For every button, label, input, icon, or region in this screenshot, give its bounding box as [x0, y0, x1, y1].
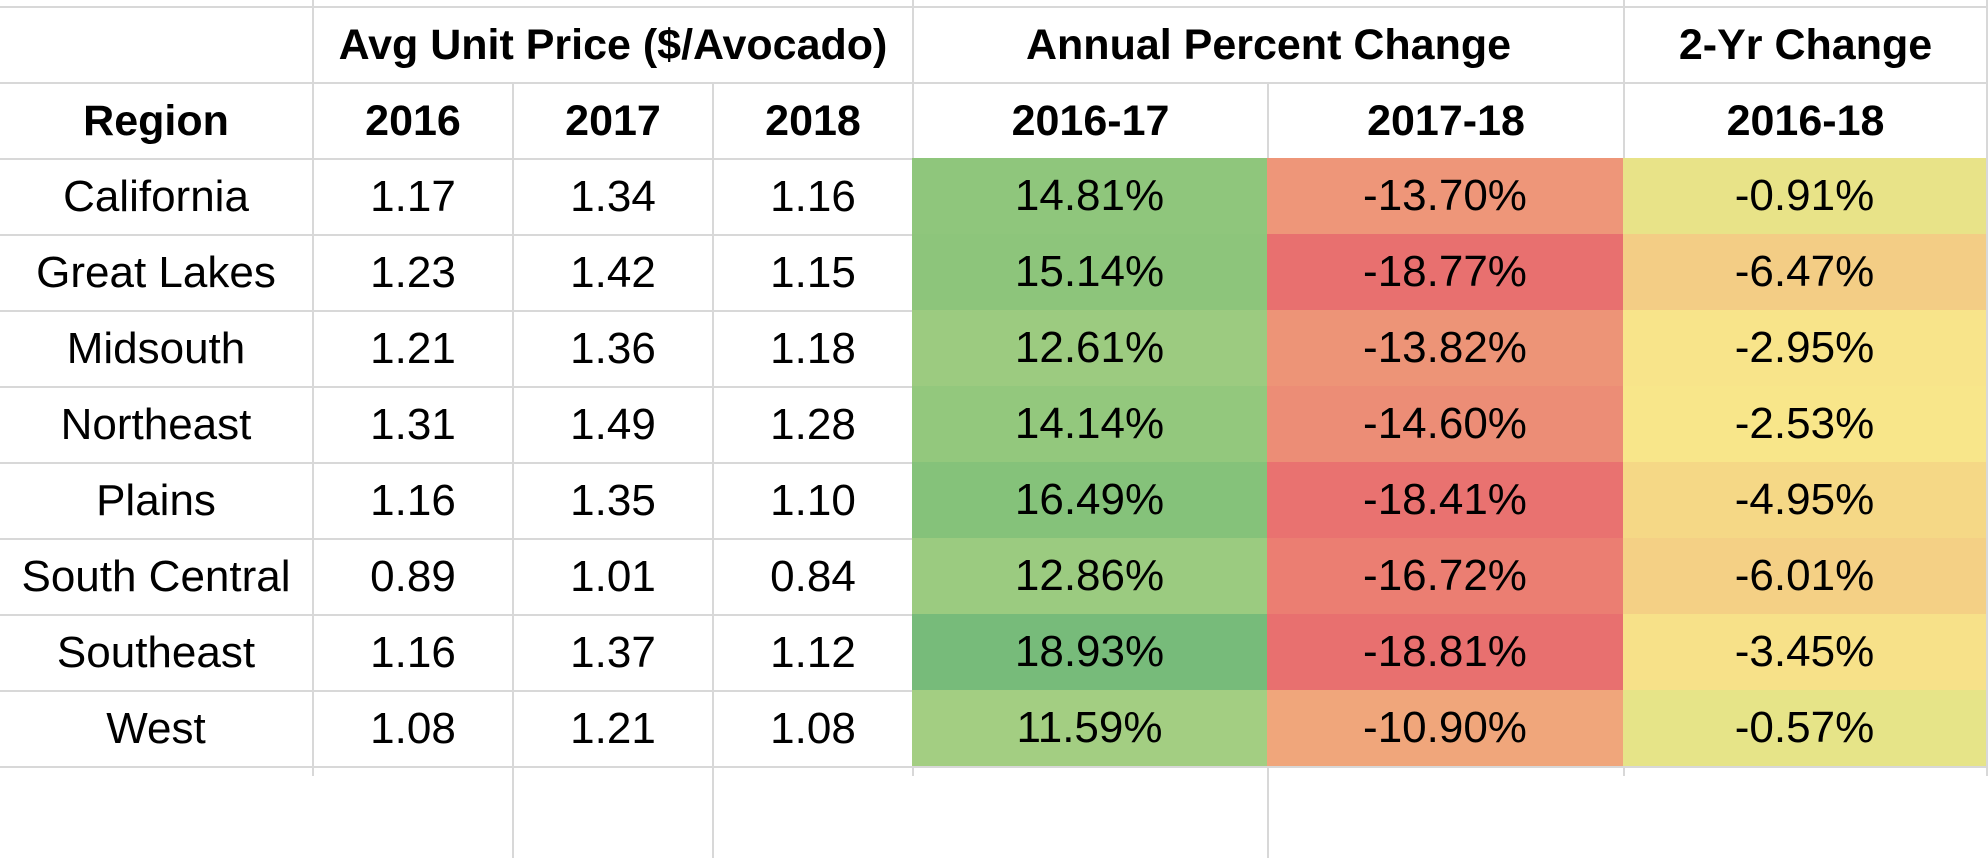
cell-price-2018[interactable]: 1.15	[770, 248, 856, 297]
cell-price-2016[interactable]: 1.23	[370, 248, 456, 297]
cell-change-2016-18[interactable]: -0.91%	[1623, 158, 1986, 234]
cell-price-2017[interactable]: 1.21	[570, 704, 656, 753]
cell-price-2017[interactable]: 1.37	[570, 628, 656, 677]
cell-change-2016-18[interactable]: -6.01%	[1623, 538, 1986, 614]
header-2018[interactable]: 2018	[765, 96, 861, 145]
cell-change-2016-18[interactable]: -6.47%	[1623, 234, 1986, 310]
grid-line	[0, 6, 1988, 8]
cell-change-2016-17[interactable]: 11.59%	[912, 690, 1267, 766]
cell-region[interactable]: Northeast	[60, 400, 252, 449]
grid-line	[1986, 0, 1988, 776]
cell-change-2017-18[interactable]: -13.82%	[1267, 310, 1623, 386]
cell-price-2016[interactable]: 1.17	[370, 172, 456, 221]
cell-region[interactable]: West	[106, 704, 206, 753]
cell-price-2018[interactable]: 1.18	[770, 324, 856, 373]
header-two-year-change[interactable]: 2-Yr Change	[1678, 20, 1933, 69]
cell-price-2018[interactable]: 1.10	[770, 476, 856, 525]
cell-price-2018[interactable]: 1.28	[770, 400, 856, 449]
cell-price-2016[interactable]: 1.21	[370, 324, 456, 373]
cell-price-2017[interactable]: 1.42	[570, 248, 656, 297]
cell-change-2016-18[interactable]: -4.95%	[1623, 462, 1986, 538]
cell-change-2016-17[interactable]: 14.14%	[912, 386, 1267, 462]
cell-price-2017[interactable]: 1.35	[570, 476, 656, 525]
cell-price-2018[interactable]: 1.16	[770, 172, 856, 221]
cell-region[interactable]: Plains	[96, 476, 216, 525]
cell-change-2016-17[interactable]: 14.81%	[912, 158, 1267, 234]
cell-change-2016-18[interactable]: -3.45%	[1623, 614, 1986, 690]
grid-line	[312, 0, 314, 776]
cell-change-2017-18[interactable]: -13.70%	[1267, 158, 1623, 234]
cell-price-2018[interactable]: 0.84	[770, 552, 856, 601]
cell-price-2016[interactable]: 1.08	[370, 704, 456, 753]
cell-price-2016[interactable]: 1.31	[370, 400, 456, 449]
header-avg-unit-price[interactable]: Avg Unit Price ($/Avocado)	[338, 20, 888, 69]
header-2017[interactable]: 2017	[565, 96, 661, 145]
cell-price-2016[interactable]: 0.89	[370, 552, 456, 601]
cell-change-2016-17[interactable]: 12.86%	[912, 538, 1267, 614]
header-2016[interactable]: 2016	[365, 96, 461, 145]
grid-line	[0, 766, 1988, 768]
header-region[interactable]: Region	[83, 96, 229, 145]
cell-region[interactable]: Midsouth	[66, 324, 246, 373]
cell-change-2016-18[interactable]: -2.53%	[1623, 386, 1986, 462]
cell-region[interactable]: Great Lakes	[36, 248, 276, 297]
cell-price-2017[interactable]: 1.34	[570, 172, 656, 221]
cell-price-2017[interactable]: 1.36	[570, 324, 656, 373]
cell-change-2017-18[interactable]: -16.72%	[1267, 538, 1623, 614]
cell-price-2016[interactable]: 1.16	[370, 476, 456, 525]
grid-line	[512, 82, 514, 858]
cell-change-2016-17[interactable]: 16.49%	[912, 462, 1267, 538]
cell-change-2017-18[interactable]: -18.81%	[1267, 614, 1623, 690]
cell-change-2016-18[interactable]: -2.95%	[1623, 310, 1986, 386]
cell-change-2016-17[interactable]: 18.93%	[912, 614, 1267, 690]
grid-line	[0, 82, 312, 84]
cell-change-2017-18[interactable]: -18.41%	[1267, 462, 1623, 538]
cell-change-2017-18[interactable]: -18.77%	[1267, 234, 1623, 310]
cell-price-2017[interactable]: 1.49	[570, 400, 656, 449]
cell-region[interactable]: California	[63, 172, 249, 221]
cell-region[interactable]: Southeast	[56, 628, 256, 677]
header-2016-18[interactable]: 2016-18	[1726, 96, 1885, 145]
cell-price-2018[interactable]: 1.12	[770, 628, 856, 677]
cell-price-2016[interactable]: 1.16	[370, 628, 456, 677]
grid-line	[712, 82, 714, 858]
cell-change-2016-17[interactable]: 15.14%	[912, 234, 1267, 310]
cell-change-2017-18[interactable]: -14.60%	[1267, 386, 1623, 462]
cell-region[interactable]: South Central	[21, 552, 291, 601]
cell-price-2018[interactable]: 1.08	[770, 704, 856, 753]
header-2017-18[interactable]: 2017-18	[1367, 96, 1525, 145]
cell-change-2017-18[interactable]: -10.90%	[1267, 690, 1623, 766]
header-annual-percent-change[interactable]: Annual Percent Change	[1025, 20, 1512, 69]
header-2016-17[interactable]: 2016-17	[1011, 96, 1170, 145]
cell-price-2017[interactable]: 1.01	[570, 552, 656, 601]
cell-change-2016-17[interactable]: 12.61%	[912, 310, 1267, 386]
cell-change-2016-18[interactable]: -0.57%	[1623, 690, 1986, 766]
grid-line	[312, 82, 1988, 84]
